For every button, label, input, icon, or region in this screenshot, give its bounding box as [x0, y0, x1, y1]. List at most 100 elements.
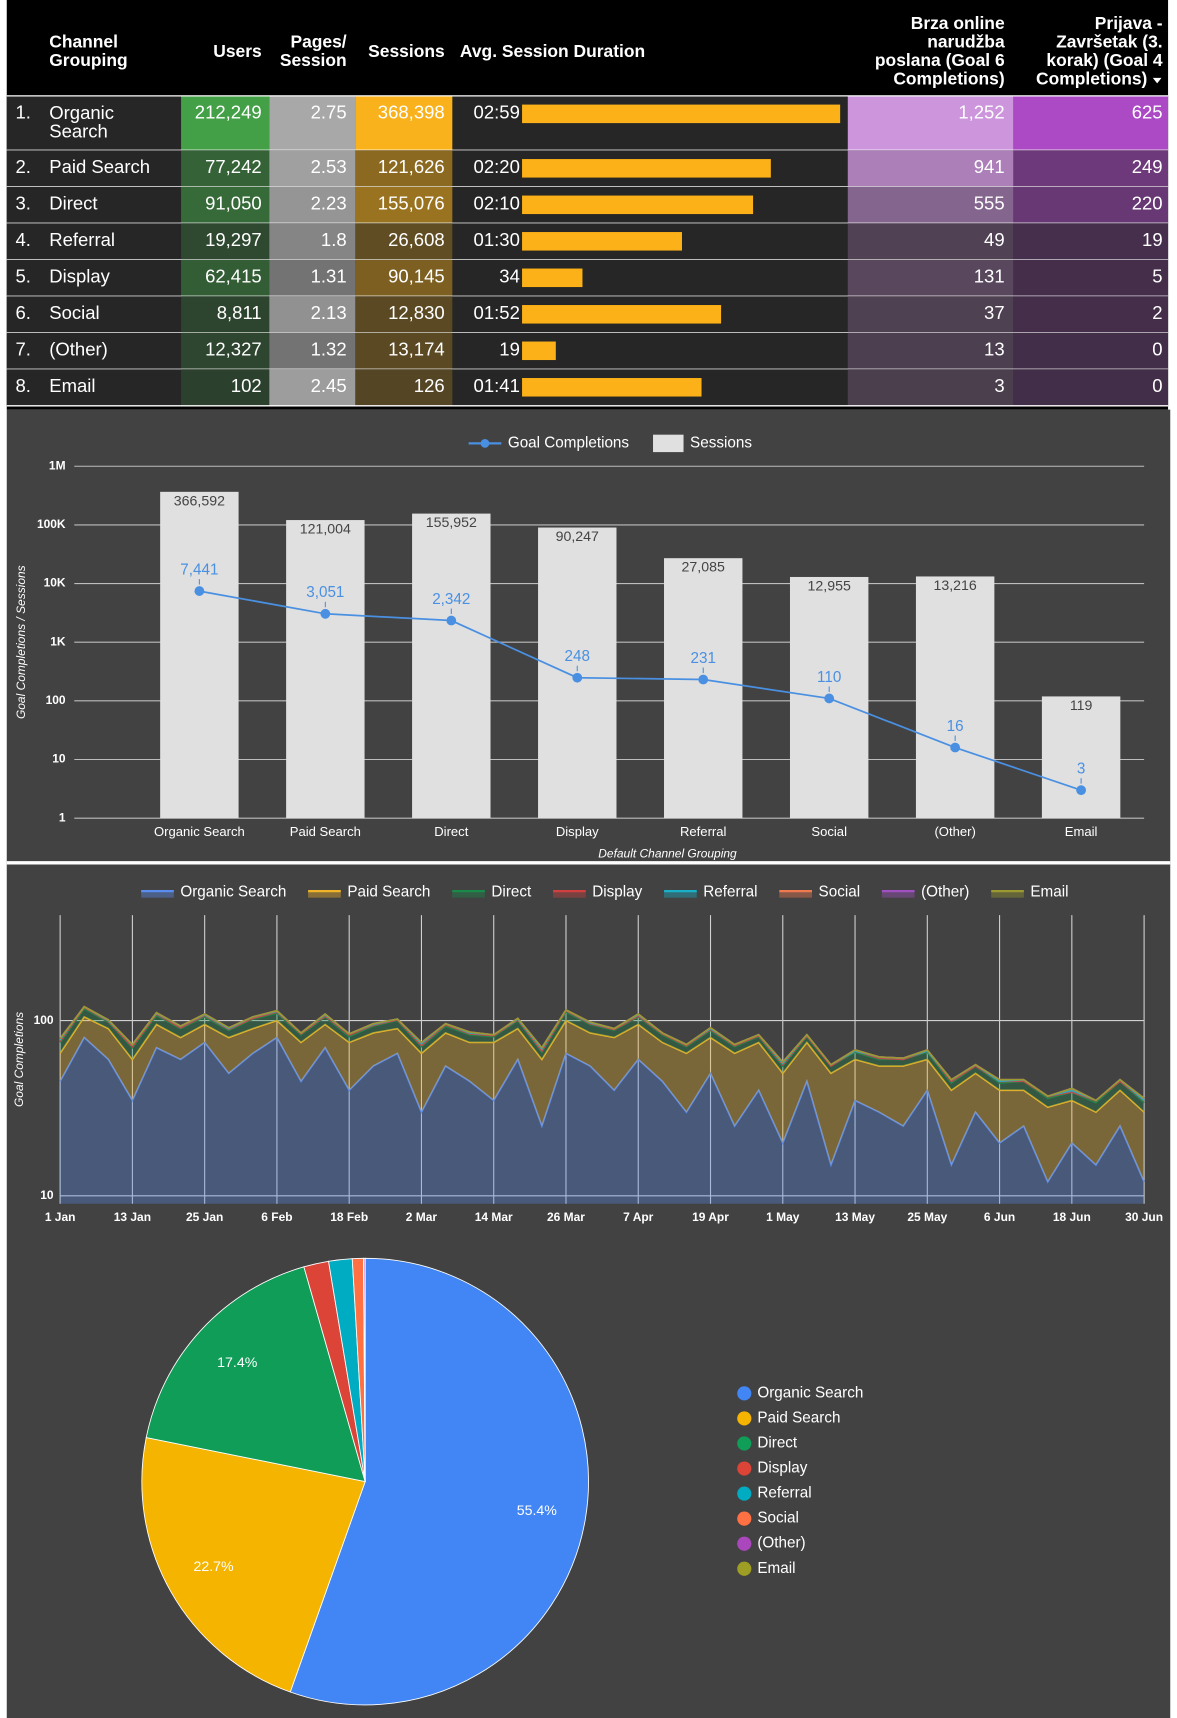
y-tick-label: 10K	[44, 576, 66, 590]
table-cell: Email	[49, 375, 95, 396]
bar	[160, 491, 239, 819]
legend-swatch	[737, 1411, 752, 1426]
legend-swatch	[737, 1536, 752, 1551]
slice-label: 22.7%	[193, 1559, 234, 1575]
legend-label: Direct	[491, 883, 532, 900]
table-cell: 0	[1152, 375, 1162, 396]
table-cell: 37	[984, 302, 1005, 323]
table-cell: 12,327	[205, 339, 262, 360]
column-header: Completions)	[893, 69, 1004, 89]
table-cell: 2	[1152, 302, 1162, 323]
heat-cell	[1013, 332, 1169, 370]
area-line	[59, 1036, 1145, 1184]
x-tick-label: 1 May	[766, 1210, 800, 1224]
table-cell: 12,830	[388, 302, 445, 323]
table-cell: Paid Search	[49, 156, 150, 177]
table-cell: 01:41	[474, 375, 520, 396]
table-cell: 155,076	[378, 193, 445, 214]
heat-cell	[1013, 95, 1169, 151]
table-cell: 625	[1132, 102, 1163, 123]
bar	[1041, 696, 1121, 819]
heat-cell	[1013, 186, 1169, 224]
table-cell: 4.	[15, 229, 30, 250]
legend-swatch	[452, 891, 485, 898]
bar-value-label: 13,216	[933, 578, 976, 594]
x-tick-label: 2 Mar	[406, 1210, 438, 1224]
bar-value-label: 121,004	[300, 522, 351, 538]
column-header: Grouping	[49, 50, 127, 70]
heat-cell	[269, 332, 356, 370]
legend-label: Social	[819, 883, 861, 900]
legend-swatch	[737, 1386, 752, 1401]
table-cell: 8,811	[217, 302, 262, 323]
duration-bar	[522, 159, 771, 178]
x-tick-label: 30 Jun	[1125, 1210, 1163, 1224]
legend-label: Organic Search	[757, 1384, 863, 1401]
table-cell: 19,297	[205, 229, 262, 250]
legend-swatch	[737, 1436, 752, 1451]
bar-value-label: 366,592	[174, 493, 225, 509]
bar	[915, 576, 995, 819]
duration-bar	[522, 232, 682, 251]
x-tick-label: 14 Mar	[475, 1210, 513, 1224]
duration-bar	[522, 104, 841, 124]
table-cell: Display	[49, 266, 110, 287]
legend-label: Paid Search	[347, 883, 430, 900]
y-tick-label: 1K	[50, 634, 66, 648]
y-tick-label: 100K	[37, 517, 66, 531]
table-cell: 2.53	[311, 156, 347, 177]
table-cell: Direct	[49, 193, 97, 214]
pie-slice	[289, 1257, 589, 1706]
table-cell: Social	[49, 302, 99, 323]
table-cell: 13,174	[388, 339, 445, 360]
heat-cell	[355, 186, 453, 224]
area-line	[59, 1005, 1145, 1102]
point-value-label: 7,441	[180, 561, 218, 578]
x-tick-label: Paid Search	[290, 824, 361, 839]
table-cell: 126	[414, 375, 445, 396]
point-value-label: 3,051	[306, 584, 344, 601]
table-cell: 77,242	[205, 156, 262, 177]
table-cell: Referral	[49, 229, 115, 250]
table-cell: 26,608	[388, 229, 445, 250]
x-tick-label: 18 Jun	[1053, 1210, 1091, 1224]
table-cell: 2.23	[311, 193, 347, 214]
column-header: Users	[213, 41, 261, 61]
table-cell: 102	[231, 375, 262, 396]
legend-label: Paid Search	[757, 1409, 840, 1426]
legend-swatch	[664, 891, 697, 898]
heat-cell	[181, 150, 270, 187]
legend-label: Referral	[703, 883, 757, 900]
table-cell: 555	[974, 193, 1005, 214]
table-cell: 5	[1152, 266, 1162, 287]
heat-cell	[847, 223, 1014, 260]
heat-cell	[355, 296, 453, 333]
area-line	[59, 1015, 1145, 1114]
line-point	[824, 693, 835, 704]
bar-value-label: 27,085	[682, 560, 725, 576]
table-cell: 19	[1142, 229, 1163, 250]
column-header: Completions)	[1036, 69, 1147, 89]
table-cell: 13	[984, 339, 1005, 360]
legend-label: Email	[1030, 883, 1068, 900]
table-cell: 1.8	[321, 229, 347, 250]
legend-swatch	[308, 891, 341, 898]
bar	[664, 558, 743, 819]
column-header: Brza online	[911, 13, 1005, 33]
line-point	[446, 615, 457, 626]
heat-cell	[355, 223, 453, 260]
bar	[412, 513, 491, 819]
table-cell: 0	[1152, 339, 1162, 360]
x-tick-label: 25 Jan	[186, 1210, 223, 1224]
table-cell: 01:52	[474, 302, 520, 323]
column-header: narudžba	[927, 32, 1005, 52]
point-value-label: 231	[691, 650, 716, 667]
table-cell: 6.	[15, 302, 30, 323]
pie-slice	[141, 1436, 366, 1693]
table-cell: 220	[1132, 193, 1163, 214]
legend-swatch	[653, 434, 684, 453]
heat-cell	[269, 150, 356, 187]
heat-cell	[181, 369, 270, 406]
y-axis-title: Goal Completions / Sessions	[14, 565, 28, 719]
